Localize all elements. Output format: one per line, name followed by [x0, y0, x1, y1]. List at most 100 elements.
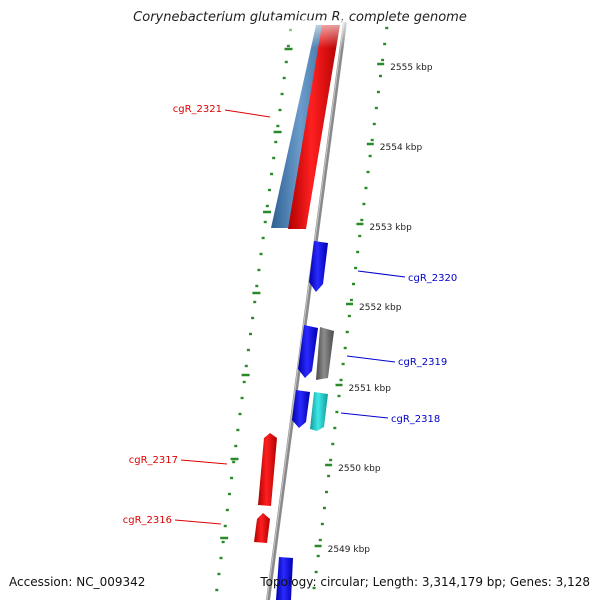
ruler-dot — [227, 492, 231, 496]
ruler-dot — [335, 410, 339, 414]
ruler-dot — [276, 124, 280, 128]
genome-title: Corynebacterium glutamicum R, complete g… — [133, 10, 467, 25]
ruler-dot — [274, 140, 278, 144]
ruler-dot — [327, 474, 331, 478]
ruler-dot — [253, 300, 257, 304]
ruler-dot — [225, 508, 229, 512]
ruler-dot — [352, 282, 356, 286]
gene-label-cgR_2316[interactable]: cgR_2316 — [123, 515, 172, 526]
gene-cgR_2316-arrow[interactable] — [254, 513, 270, 543]
ruler-dot — [223, 524, 227, 528]
gene-cgR_2321-red-feature[interactable] — [288, 25, 340, 229]
ruler-dot — [230, 476, 234, 480]
ruler-dot — [320, 522, 324, 526]
gene-cgR_2319-grey-feature[interactable] — [316, 327, 334, 380]
ruler-dot — [354, 266, 358, 270]
ruler-dot — [265, 204, 269, 208]
ruler-dot — [381, 58, 385, 62]
gene-cgR_2318-arrow[interactable] — [292, 390, 310, 428]
gene-label-cgR_2318[interactable]: cgR_2318 — [391, 414, 440, 425]
ruler-dot — [347, 314, 351, 318]
ruler-dot — [376, 90, 380, 94]
ruler-dot — [221, 540, 225, 544]
ruler-dot — [339, 378, 343, 382]
gene-cgR_2317-arrow[interactable] — [258, 433, 277, 506]
gene-leader-line — [340, 412, 389, 419]
ruler-dot — [325, 490, 329, 494]
top-fade-overlay — [270, 20, 350, 48]
gene-cgR_2318-cyan-feature[interactable] — [310, 392, 328, 431]
ruler-dot — [242, 380, 246, 384]
ruler-dot — [270, 172, 274, 176]
ruler-dot — [312, 586, 316, 590]
gene-leader-line — [224, 109, 271, 118]
ruler-dot — [215, 588, 219, 592]
ruler-dot — [234, 444, 238, 448]
genome-backbone — [266, 21, 347, 600]
kbp-tick-label: 2555 kbp — [390, 63, 433, 73]
ruler-dot — [349, 298, 353, 302]
ruler-dot — [322, 506, 326, 510]
ruler-dot — [372, 122, 376, 126]
ruler-dot — [232, 460, 236, 464]
kbp-tick-label: 2551 kbp — [349, 384, 392, 394]
ruler-dot — [217, 572, 221, 576]
ruler-dot — [343, 346, 347, 350]
ruler-dot — [314, 570, 318, 574]
ruler-dot — [249, 332, 252, 336]
gene-leader-line — [357, 270, 406, 278]
ruler-dot — [280, 92, 284, 96]
ruler-dot — [329, 458, 333, 462]
ruler-dot — [333, 426, 337, 430]
ruler-dot — [383, 42, 387, 46]
ruler-dot — [278, 108, 282, 112]
ruler-dot — [238, 412, 242, 416]
gene-leader-line — [346, 355, 396, 363]
ruler-dot — [219, 556, 223, 560]
ruler-dot — [259, 252, 263, 256]
kbp-tick-label: 2554 kbp — [380, 143, 423, 153]
kbp-tick-label: 2552 kbp — [359, 303, 402, 313]
ruler-dot — [267, 188, 271, 192]
ruler-dot — [272, 156, 276, 160]
ruler-dot — [364, 186, 368, 190]
ruler-dot — [362, 202, 366, 206]
ruler-dot — [385, 26, 389, 30]
ruler-dot — [257, 268, 261, 272]
gene-label-cgR_2321[interactable]: cgR_2321 — [173, 104, 222, 115]
gene-label-group: cgR_2321 cgR_2320 cgR_2319 cgR_2318 cgR_2317… — [123, 104, 458, 526]
ruler-dot — [236, 428, 240, 432]
gene-label-cgR_2317[interactable]: cgR_2317 — [129, 455, 178, 466]
ruler-dot — [246, 348, 250, 352]
gene-leader-line — [174, 519, 222, 525]
gene-label-cgR_2320[interactable]: cgR_2320 — [408, 273, 457, 284]
gene-partial-bottom-arrow[interactable] — [276, 557, 293, 600]
ruler-dot — [360, 218, 364, 222]
kbp-tick-label: 2553 kbp — [369, 223, 412, 233]
accession-text: Accession: NC_009342 — [9, 575, 146, 589]
ruler-dot — [261, 236, 265, 240]
ruler-dot — [318, 538, 322, 542]
gene-cgR_2319-arrow[interactable] — [298, 325, 318, 378]
ruler-dot — [282, 76, 286, 80]
kbp-tick-labels: 2555 kbp 2554 kbp 2553 kbp 2552 kbp 2551 kbp… — [314, 62, 433, 555]
ruler-dot — [284, 60, 288, 64]
ruler-dot — [368, 154, 372, 158]
gene-cgR_2320-arrow[interactable] — [309, 241, 328, 292]
ruler-dot — [316, 554, 320, 558]
ruler-dot — [345, 330, 349, 334]
topology-text: Topology: circular; Length: 3,314,179 bp… — [260, 575, 590, 589]
kbp-tick-label: 2550 kbp — [338, 464, 381, 474]
ruler-dot — [331, 442, 335, 446]
ruler-dot — [366, 170, 370, 174]
ruler-dot — [337, 394, 341, 398]
gene-label-cgR_2319[interactable]: cgR_2319 — [398, 357, 447, 368]
kbp-tick-label: 2549 kbp — [328, 545, 371, 555]
ruler-dot — [251, 316, 255, 320]
ruler-dot — [244, 364, 248, 368]
gene-leader-line — [180, 459, 228, 465]
ruler-dot — [263, 220, 267, 224]
outer-ruler-dots — [312, 26, 389, 590]
